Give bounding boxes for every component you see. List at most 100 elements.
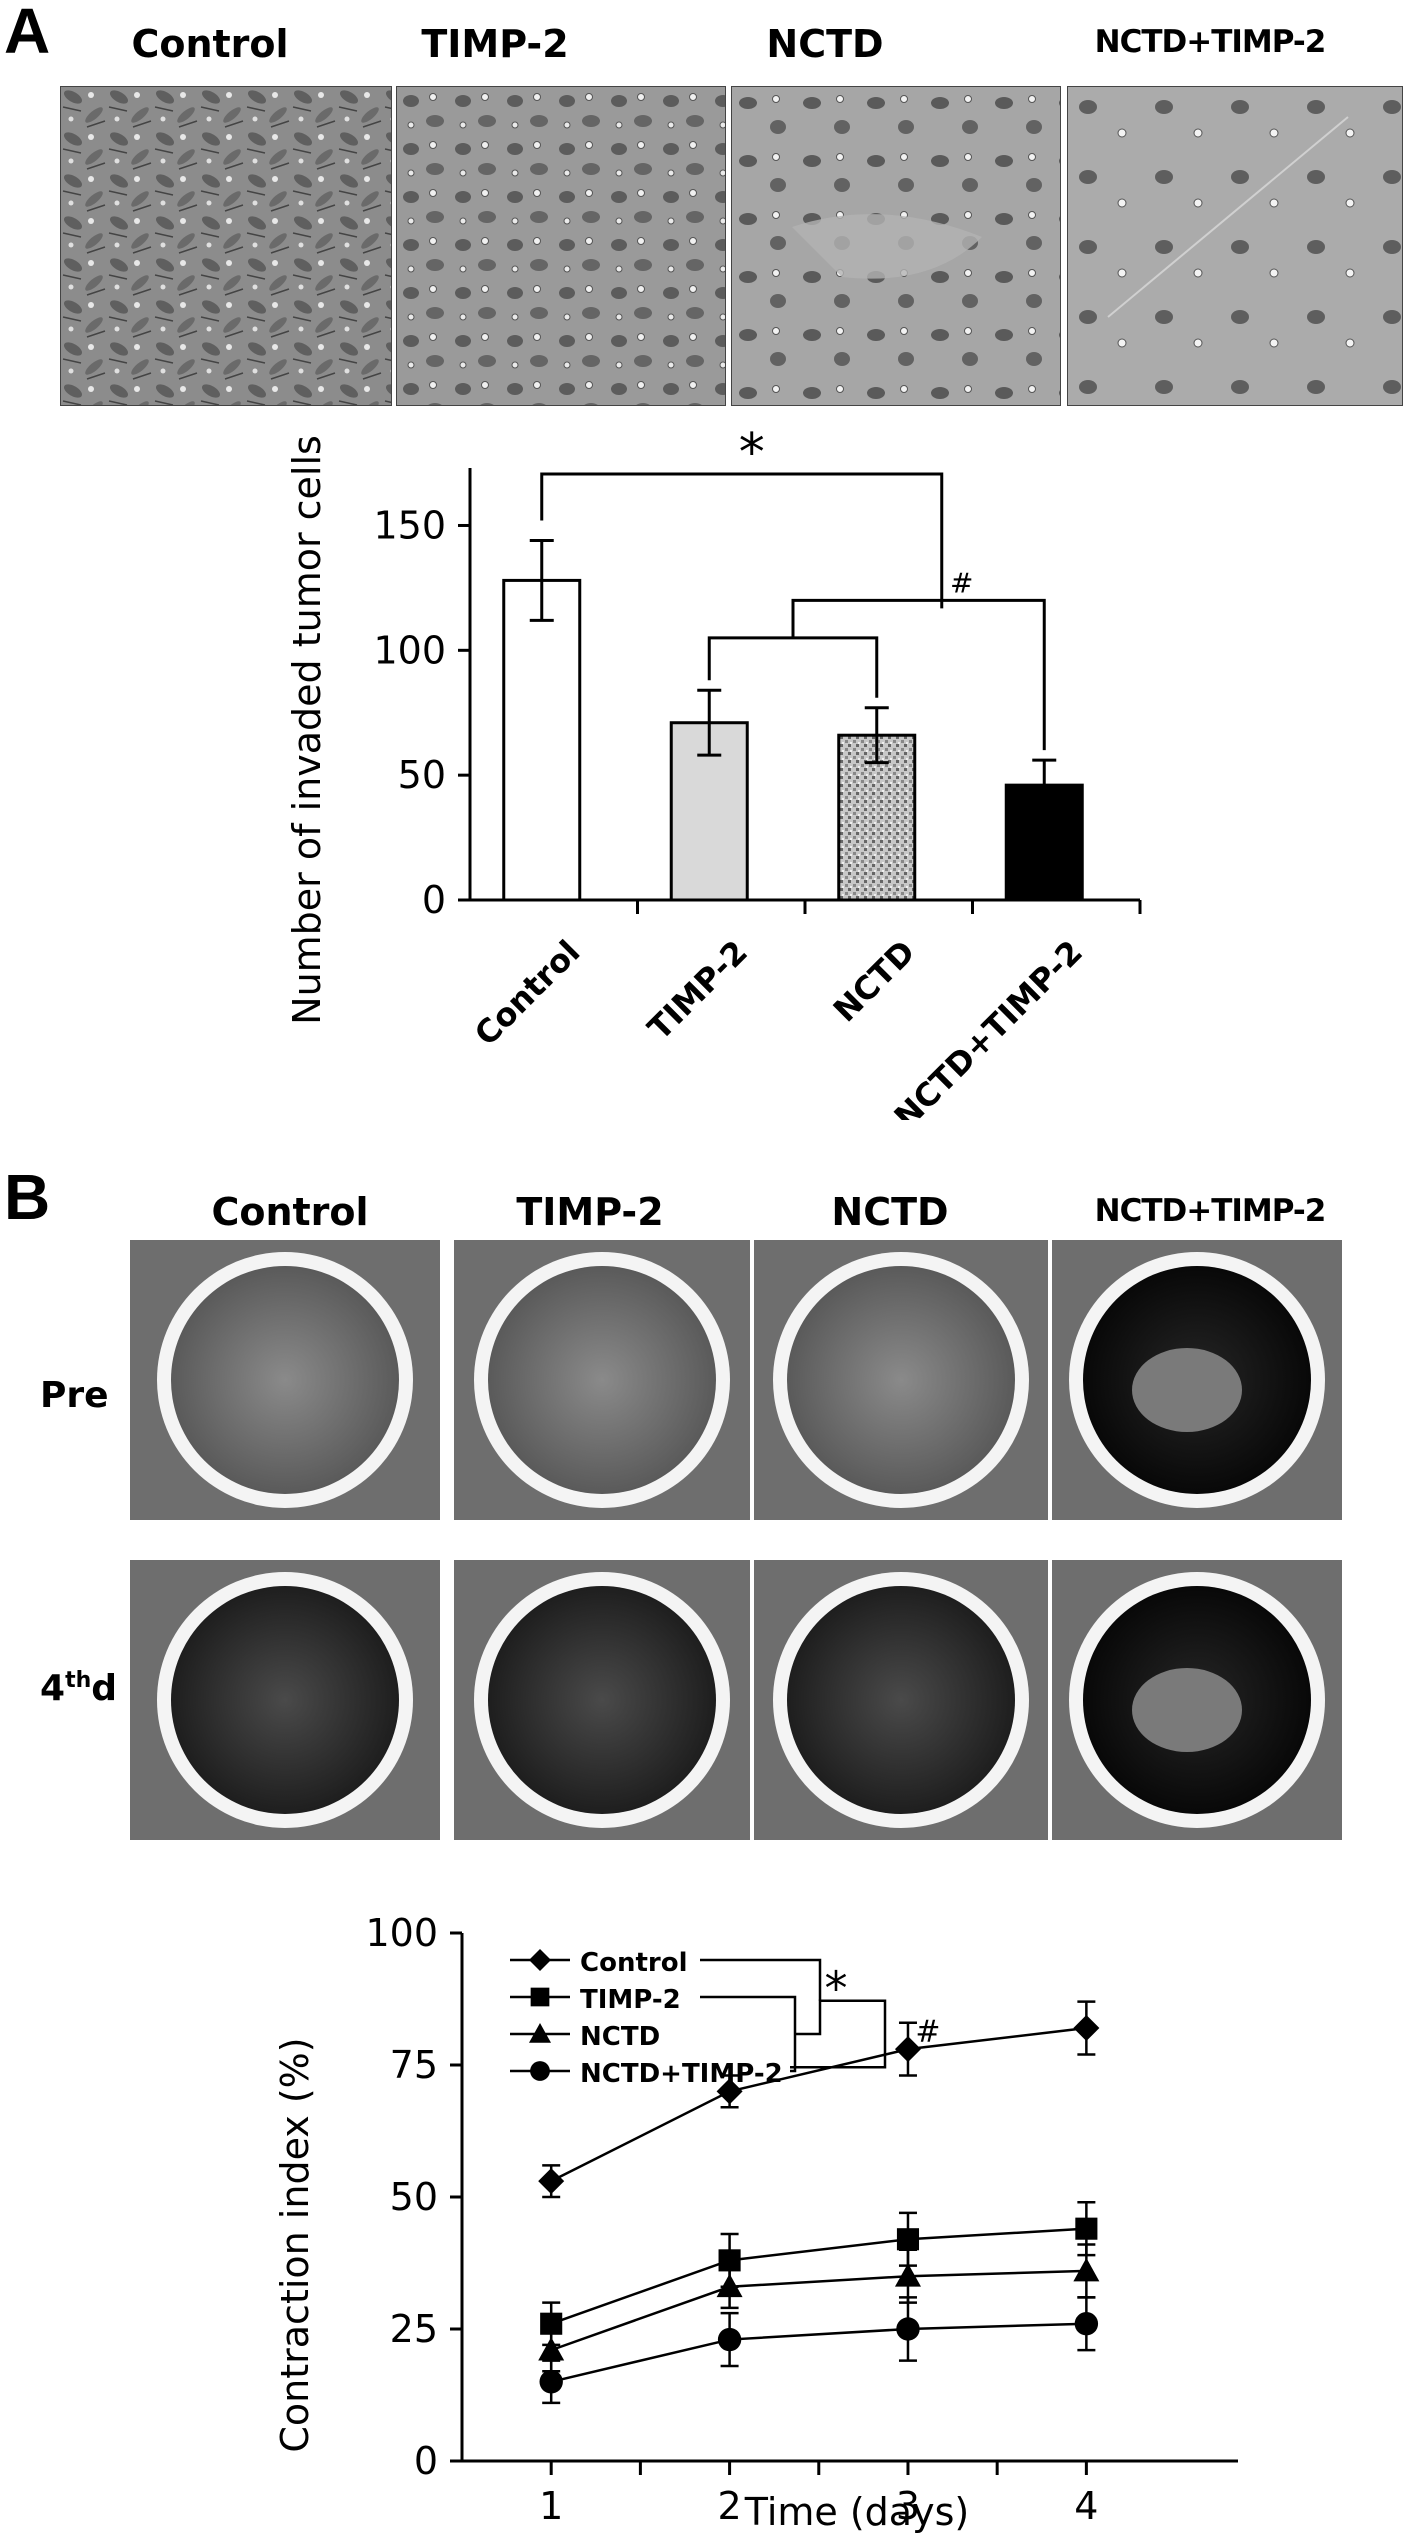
contracted-gel [1132,1348,1242,1432]
row-label-day4: 4thd [40,1668,117,1709]
line-x-ticks: 1 2 3 4 [539,2461,1098,2528]
series-line-nctd [550,2269,1087,2352]
bracket-hash-label: # [915,2014,940,2049]
gel-well-day4-0 [130,1560,440,1840]
bracket-star-label: * [825,1962,848,2016]
point-nctd [894,2263,921,2287]
gel-well-pre-2 [754,1240,1048,1520]
gel-well-interior [787,1266,1015,1494]
gel-well-interior [488,1266,716,1494]
bar-y-ticks: 0 50 100 150 [373,503,470,922]
gel-well-interior [787,1586,1015,1814]
panel-b-line-chart: Contraction index (%) Time (days) 0 25 50 7… [273,1911,1238,2534]
panel-a-label-nctd-timp2: NCTD+TIMP-2 [1094,24,1327,60]
bar-x-tick-label: TIMP-2 [640,933,755,1048]
bracket-star [540,472,944,609]
micrograph-nctd [731,86,1061,406]
panel-b-label-timp2: TIMP-2 [516,1190,664,1234]
line-y-tick-label: 0 [414,2439,438,2483]
bar-series [502,538,1084,902]
point-timp-2 [896,2228,920,2251]
gel-well-day4-1 [454,1560,750,1840]
panel-b-label-control: Control [211,1190,369,1234]
line-y-axis-label: Contraction index (%) [273,2037,317,2452]
legend-label: NCTD [580,2022,660,2052]
point-nctd [538,2337,565,2361]
series-line-control [550,2026,1087,2183]
panel-a-label-control: Control [131,22,289,66]
gel-well-day4-2 [754,1560,1048,1840]
bar-y-axis-label: Number of invaded tumor cells [285,435,329,1025]
bracket-control [700,1958,822,2001]
line-x-tick-label: 4 [1074,2484,1098,2528]
gel-well-day4-3 [1052,1560,1342,1840]
series-nctd [538,2243,1100,2373]
gel-well-interior [171,1586,399,1814]
line-y-tick-label: 100 [365,1911,438,1955]
legend-label: TIMP-2 [580,1985,681,2015]
bracket-star-label: * [739,423,765,483]
series-line-timp-2 [550,2227,1087,2325]
line-legend: Control TIMP-2 NCTD NCTD+TIMP-2 [510,1948,783,2089]
row-label-day4-suffix: th [65,1668,92,1693]
gel-well-pre-0 [130,1240,440,1520]
legend-marker-diamond [529,1949,551,1971]
point-timp-2 [1075,2217,1098,2240]
line-y-ticks: 0 25 50 75 100 [365,1911,462,2483]
line-y-tick-label: 50 [390,2175,438,2219]
panel-b-letter: B [4,1161,51,1233]
row-label-day4-unit: d [91,1668,118,1709]
line-x-tick-label: 1 [539,2484,563,2528]
line-x-axis-label: Time (days) [744,2490,969,2534]
line-axes [460,1933,1238,2463]
series-control [538,2000,1100,2199]
row-label-day4-number: 4 [40,1668,66,1709]
point-control [1073,2015,1100,2042]
panel-a-label-timp2: TIMP-2 [421,22,569,66]
panel-a-label-nctd: NCTD [766,22,884,66]
bar-y-tick-label: 50 [398,753,446,797]
line-y-tick-label: 75 [390,2043,438,2087]
bracket-hash-label: # [950,566,973,599]
point-nctd [1073,2257,1100,2282]
line-significance-brackets: *# [700,1958,941,2073]
bracket-hash [790,1999,887,2069]
point-nctd-timp-2 [717,2327,742,2352]
bar-y-tick-label: 0 [422,878,446,922]
line-x-tick-label: 2 [717,2484,741,2528]
point-nctd [716,2273,743,2298]
point-nctd-timp-2 [896,2317,920,2341]
line-y-tick-label: 25 [390,2307,438,2351]
point-control [894,2036,921,2063]
line-series [538,2000,1100,2405]
point-control [716,2078,743,2105]
row-label-pre: Pre [40,1375,109,1416]
gel-well-pre-1 [454,1240,750,1520]
bar-timp-2 [669,721,749,902]
micrograph-control [60,86,392,406]
legend-marker-square [530,1987,550,2007]
point-nctd-timp-2 [539,2370,563,2394]
bracket-star [795,1999,860,2036]
panel-b-gel-well-photos [130,1240,1342,1840]
legend-marker-circle [530,2061,550,2081]
gel-well-pre-3 [1052,1240,1342,1520]
panel-b-label-nctd: NCTD [831,1190,949,1234]
contracted-gel [1132,1668,1242,1752]
line-x-tick-label: 3 [896,2484,920,2528]
bar-x-tick-label: Control [467,933,587,1053]
bracket-timp2-nctd [707,636,879,698]
legend-label: Control [580,1948,687,1978]
bracket-hash [791,598,1046,751]
bar-y-tick-label: 150 [373,503,446,547]
point-control [538,2168,565,2195]
bar-significance-brackets: *# [540,423,1046,751]
legend-label: NCTD+TIMP-2 [580,2059,783,2089]
gel-well-interior [171,1266,399,1494]
point-nctd-timp-2 [1074,2312,1099,2336]
panel-a-letter: A [4,0,51,67]
legend-marker-triangle [529,2023,551,2043]
micrograph-timp2 [396,86,726,406]
bar-control [502,578,582,902]
